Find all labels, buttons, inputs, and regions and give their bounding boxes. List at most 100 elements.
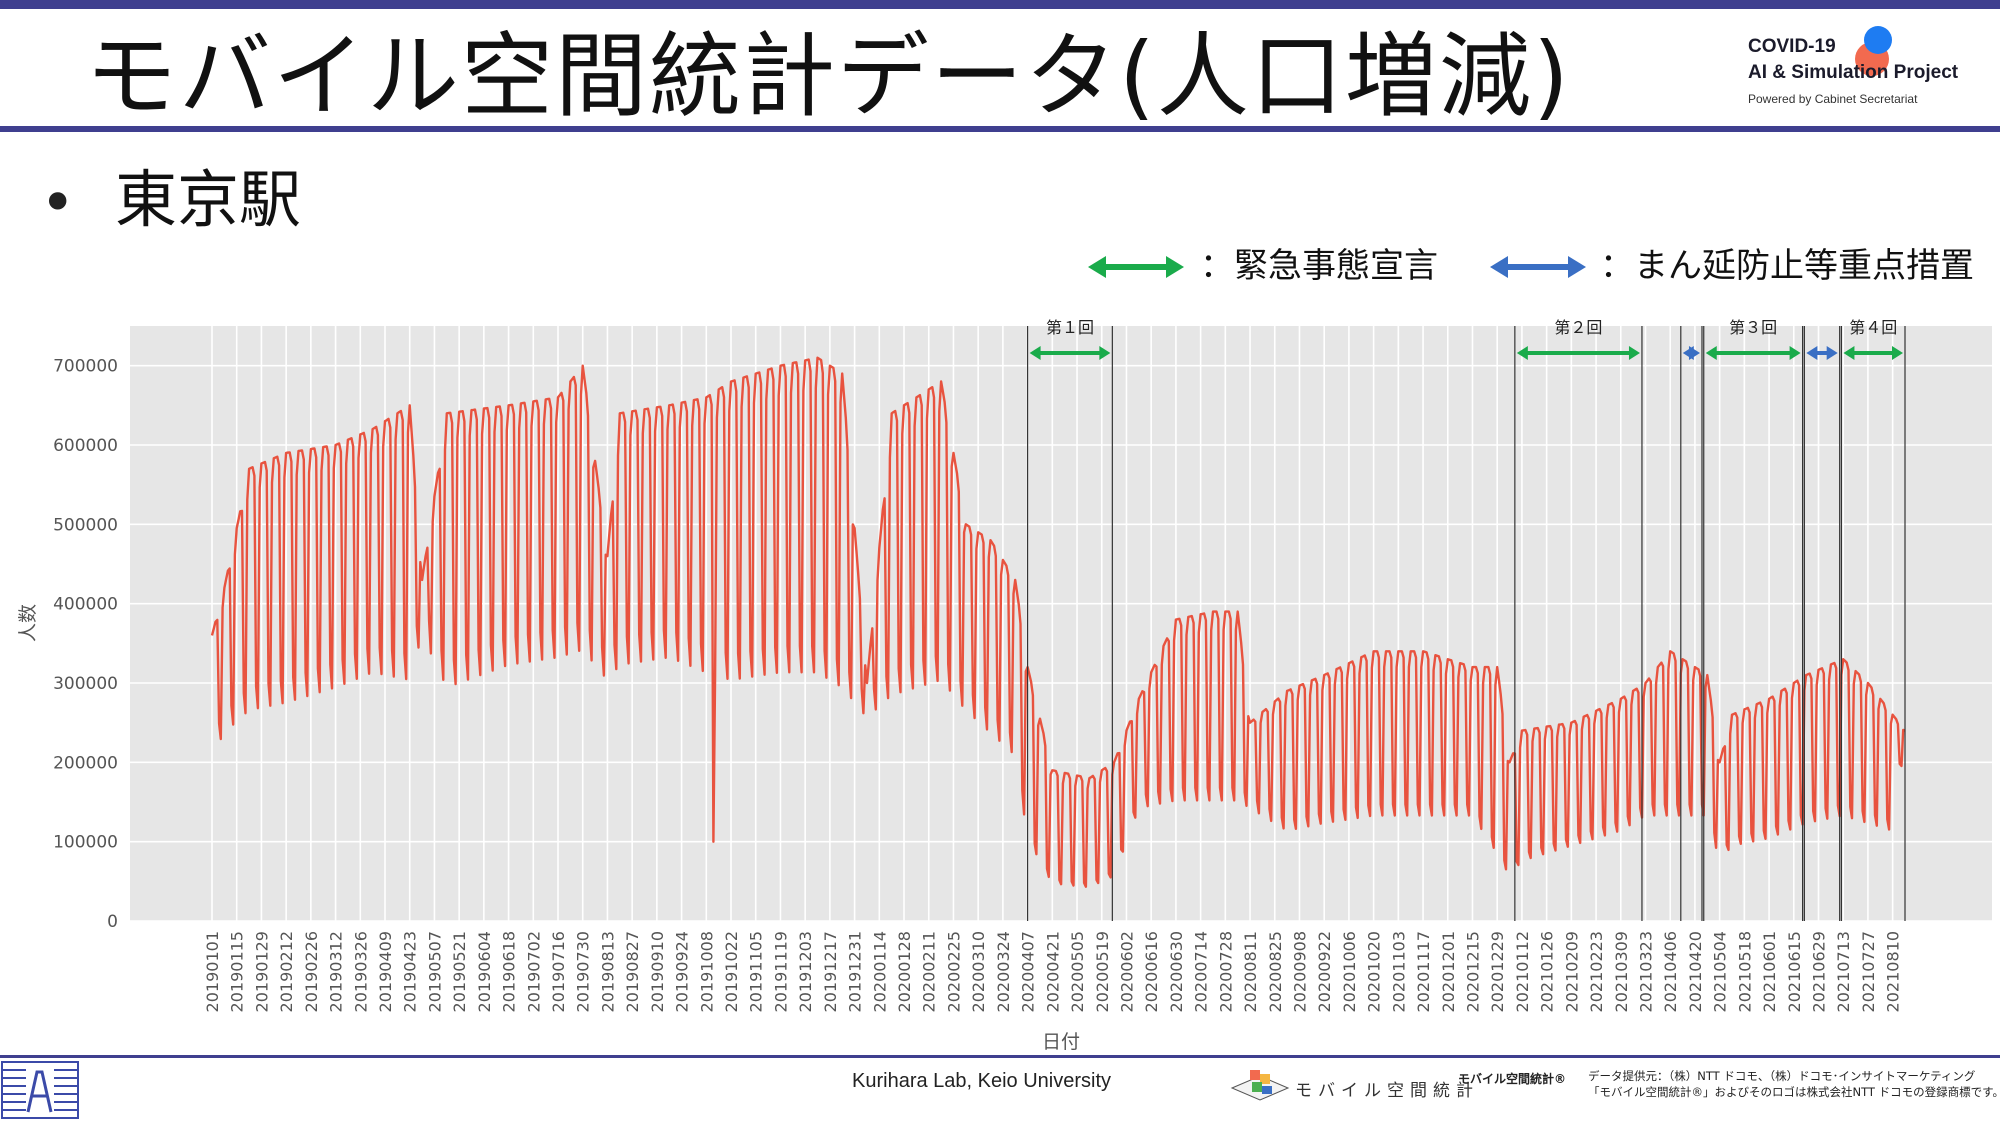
x-tick-label: 20191008 — [697, 931, 716, 1012]
x-tick-label: 20210420 — [1686, 931, 1705, 1012]
x-tick-label: 20190910 — [648, 931, 667, 1012]
y-tick-label: 100000 — [53, 833, 118, 853]
x-tick-label: 20200825 — [1266, 931, 1285, 1012]
station-name: 東京駅 — [115, 163, 302, 236]
x-tick-label: 20201103 — [1389, 931, 1408, 1012]
x-tick-label: 20200114 — [870, 931, 889, 1012]
x-tick-label: 20200324 — [994, 931, 1013, 1012]
x-tick-label: 20210713 — [1834, 931, 1853, 1012]
x-tick-label: 20190129 — [252, 931, 271, 1012]
x-tick-label: 20210518 — [1735, 931, 1754, 1012]
x-tick-label: 20191217 — [821, 931, 840, 1012]
population-line-chart: 0 100000 200000 300000 400000 500000 600000 700… — [17, 318, 1992, 1053]
y-tick-label: 500000 — [53, 515, 118, 535]
legend-priority-label: ：まん延防止等重点措置 — [1600, 246, 1974, 286]
period-arrow-head-left — [1516, 346, 1528, 360]
period-arrow-head-right — [1826, 346, 1838, 360]
x-tick-label: 20190115 — [228, 931, 247, 1012]
mobile-logo-mark: モバイル空間統計® — [1458, 1072, 1567, 1086]
x-tick-label: 20200505 — [1068, 931, 1087, 1012]
x-tick-label: 20191022 — [722, 931, 741, 1012]
x-tick-label: 20200616 — [1142, 931, 1161, 1012]
x-tick-label: 20191105 — [747, 931, 766, 1012]
period-arrow-head-right — [1789, 346, 1801, 360]
period-arrow-head-left — [1029, 346, 1041, 360]
series-line-group — [210, 356, 1906, 888]
x-tick-label: 20190521 — [450, 931, 469, 1012]
period-arrow-head-left — [1806, 346, 1818, 360]
x-tick-label: 20200908 — [1290, 931, 1309, 1012]
x-tick-label: 20200811 — [1241, 931, 1260, 1012]
logo-line1: COVID-19 — [1748, 36, 1836, 57]
logo-line3: Powered by Cabinet Secretariat — [1748, 92, 1918, 106]
x-tick-label: 20190702 — [524, 931, 543, 1012]
x-tick-label: 20190730 — [574, 931, 593, 1012]
grid-lines — [130, 326, 1992, 922]
data-provider-line1: データ提供元：（株）NTT ドコモ、（株）ドコモ･インサイトマーケティング — [1588, 1069, 1976, 1083]
x-tick-label: 20210406 — [1661, 931, 1680, 1012]
y-tick-label: 400000 — [53, 595, 118, 615]
period-arrow-head-left — [1705, 346, 1717, 360]
x-tick-label: 20190409 — [376, 931, 395, 1012]
x-tick-label: 20210810 — [1884, 931, 1903, 1012]
period-arrow-head-left — [1843, 346, 1855, 360]
period-label: 第３回 — [1729, 318, 1777, 337]
bullet-point: • — [40, 168, 76, 238]
y-tick-label: 200000 — [53, 753, 118, 773]
period-arrow-head-right — [1628, 346, 1640, 360]
period-arrow-head-right — [1688, 346, 1700, 360]
x-tick-label: 20210209 — [1562, 931, 1581, 1012]
x-tick-label: 20210615 — [1785, 931, 1804, 1012]
x-tick-label: 20210601 — [1760, 931, 1779, 1012]
y-axis-label: 人数 — [17, 604, 39, 642]
x-tick-label: 20190604 — [475, 931, 494, 1012]
page-title: モバイル空間統計データ(人口増減) — [85, 23, 1571, 130]
y-axis-ticks: 0 100000 200000 300000 400000 500000 600000 700… — [53, 357, 118, 932]
y-tick-label: 600000 — [53, 436, 118, 456]
x-tick-label: 20191203 — [796, 931, 815, 1012]
x-tick-label: 20190716 — [549, 931, 568, 1012]
x-tick-label: 20200310 — [969, 931, 988, 1012]
x-tick-label: 20200602 — [1117, 931, 1136, 1012]
x-tick-label: 20210727 — [1859, 931, 1878, 1012]
x-tick-label: 20210323 — [1636, 931, 1655, 1012]
x-tick-label: 20190827 — [623, 931, 642, 1012]
x-tick-label: 20200922 — [1315, 931, 1334, 1012]
x-tick-label: 20200225 — [944, 931, 963, 1012]
x-tick-label: 20190618 — [500, 931, 519, 1012]
x-tick-label: 20190226 — [302, 931, 321, 1012]
period-label: 第２回 — [1554, 318, 1602, 337]
period-markers: 第１回 第２回 第３回 第４回 — [1027, 318, 1906, 921]
x-tick-label: 20190312 — [327, 931, 346, 1012]
x-tick-label: 20200714 — [1192, 931, 1211, 1012]
x-tick-label: 20210504 — [1711, 931, 1730, 1012]
y-tick-label: 700000 — [53, 357, 118, 377]
legend-priority-arrow — [1490, 256, 1586, 278]
logo-blue-dot — [1864, 26, 1892, 54]
mobile-logo-text: モバイル空間統計 — [1295, 1081, 1479, 1101]
x-tick-label: 20200421 — [1043, 931, 1062, 1012]
y-tick-label: 0 — [107, 912, 118, 932]
x-tick-label: 20190507 — [425, 931, 444, 1012]
x-tick-label: 20201020 — [1365, 931, 1384, 1012]
x-tick-label: 20200728 — [1216, 931, 1235, 1012]
x-tick-label: 20210629 — [1809, 931, 1828, 1012]
top-rule — [0, 0, 2000, 9]
x-tick-label: 20190101 — [203, 931, 222, 1012]
period-arrow-head-right — [1892, 346, 1903, 360]
footer-rule — [0, 1055, 2000, 1058]
x-tick-label: 20201006 — [1340, 931, 1359, 1012]
legend-emergency-label: ：緊急事態宣言 — [1200, 246, 1438, 286]
mobile-logo-cube-icon — [1230, 1070, 1290, 1101]
x-tick-label: 20200407 — [1019, 931, 1038, 1012]
x-tick-label: 20210126 — [1538, 931, 1557, 1012]
x-tick-label: 20201201 — [1439, 931, 1458, 1012]
lab-credit: Kurihara Lab, Keio University — [852, 1070, 1112, 1092]
x-axis-label: 日付 — [1042, 1031, 1080, 1053]
x-tick-label: 20190924 — [673, 931, 692, 1012]
x-tick-label: 20190326 — [351, 931, 370, 1012]
y-tick-label: 300000 — [53, 674, 118, 694]
x-tick-label: 20210223 — [1587, 931, 1606, 1012]
header-rule — [0, 126, 2000, 132]
x-tick-label: 20200630 — [1167, 931, 1186, 1012]
